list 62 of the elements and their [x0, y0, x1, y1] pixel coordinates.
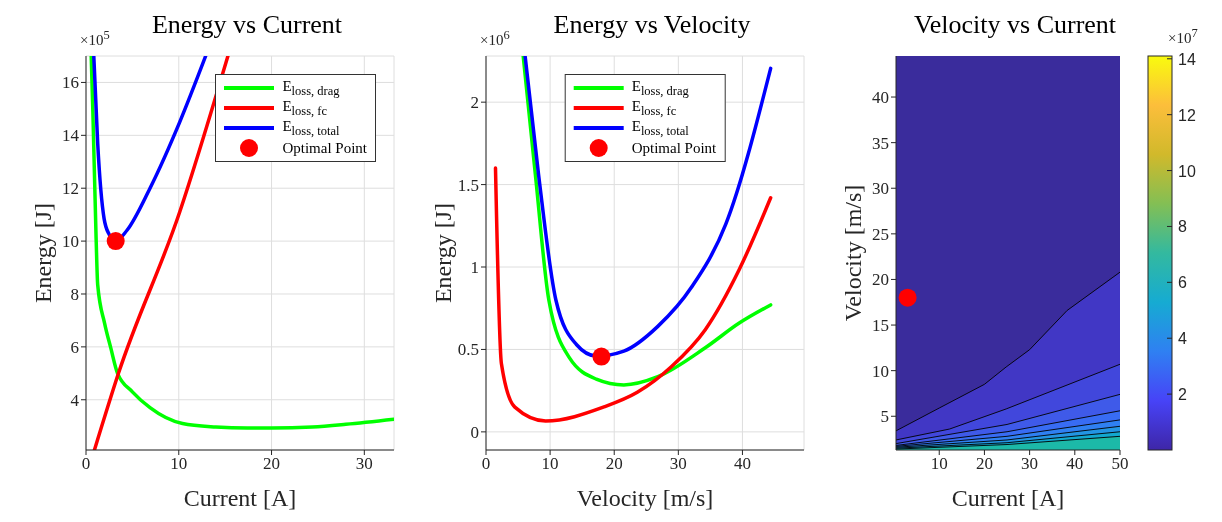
color-bar-label: 8	[1178, 218, 1187, 236]
legend-label: Optimal Point	[282, 139, 367, 157]
x-tick-label: 20	[605, 454, 623, 474]
x-tick-label: 30	[1021, 454, 1039, 474]
y-tick-label: 20	[872, 270, 889, 290]
y-tick-label: 8	[70, 285, 79, 305]
legend-label: E$_{loss, drag}$	[631, 77, 689, 99]
y-tick-label: 25	[872, 224, 889, 244]
y-tick-label: 0.5	[457, 340, 479, 360]
y-tick-label: 1.5	[457, 175, 479, 195]
y-tick-label: 6	[70, 337, 79, 357]
x-tick-label: 40	[733, 454, 751, 474]
y-tick-label: 30	[872, 179, 889, 199]
chart-title: Energy vs Velocity	[553, 10, 751, 39]
legend-label: Optimal Point	[631, 139, 717, 157]
y-tick-label: 0	[470, 422, 479, 442]
color-bar-label: 6	[1178, 274, 1187, 292]
x-tick-label: 30	[669, 454, 687, 474]
color-bar-label: 14	[1178, 50, 1196, 68]
line-series	[92, 56, 230, 450]
y-tick-label: 2	[470, 93, 479, 113]
y-tick-label: 40	[872, 88, 889, 108]
y-tick-label: 12	[62, 179, 79, 199]
x-tick-label: 20	[263, 454, 281, 474]
y-tick-label: 10	[872, 361, 889, 381]
y-tick-label: 16	[62, 73, 79, 93]
y-tick-label: 15	[872, 316, 889, 336]
x-axis-title: Current [A]	[951, 485, 1065, 511]
y-tick-label: 10	[62, 232, 79, 252]
text: ×10$^{5}$	[80, 28, 110, 49]
x-tick-label: 30	[355, 454, 373, 474]
y-tick-label: 35	[872, 133, 889, 153]
color-bar-label: 10	[1178, 162, 1196, 180]
y-axis-title: Velocity [m/s]	[839, 184, 866, 322]
color-bar-label: 2	[1178, 386, 1187, 404]
y-axis-title: Energy [J]	[29, 202, 56, 304]
x-tick-label: 20	[975, 454, 993, 474]
y-tick-label: 1	[470, 258, 479, 278]
y-axis-title: Energy [J]	[429, 202, 456, 304]
legend-label: E$_{loss, total}$	[631, 117, 689, 139]
text: ×10$^{7}$	[1168, 26, 1198, 47]
color-bar-label: 4	[1178, 330, 1187, 348]
x-tick-label: 50	[1111, 454, 1129, 474]
text: ×10$^{6}$	[480, 28, 510, 49]
y-tick-label: 14	[62, 126, 80, 146]
legend-label: E$_{loss, total}$	[282, 117, 340, 139]
chart-title: Velocity vs Current	[912, 9, 1118, 41]
legend-label: E$_{loss, drag}$	[282, 77, 340, 99]
chart-title: Energy vs Current	[151, 10, 343, 39]
x-tick-label: 40	[1066, 454, 1084, 474]
line-series	[89, 56, 394, 430]
legend-label: E$_{loss, fc}$	[282, 97, 327, 119]
x-axis-title: Current [A]	[183, 485, 297, 511]
y-tick-label: 5	[880, 407, 889, 427]
x-tick-label: 10	[541, 454, 559, 474]
line-series	[493, 166, 773, 423]
legend-label: E$_{loss, fc}$	[631, 97, 677, 119]
x-tick-label: 10	[170, 454, 188, 474]
x-axis-title: Velocity [m/s]	[576, 485, 714, 511]
y-tick-label: 4	[70, 390, 80, 410]
x-tick-label: 10	[930, 454, 948, 474]
color-bar-label: 12	[1178, 106, 1196, 124]
